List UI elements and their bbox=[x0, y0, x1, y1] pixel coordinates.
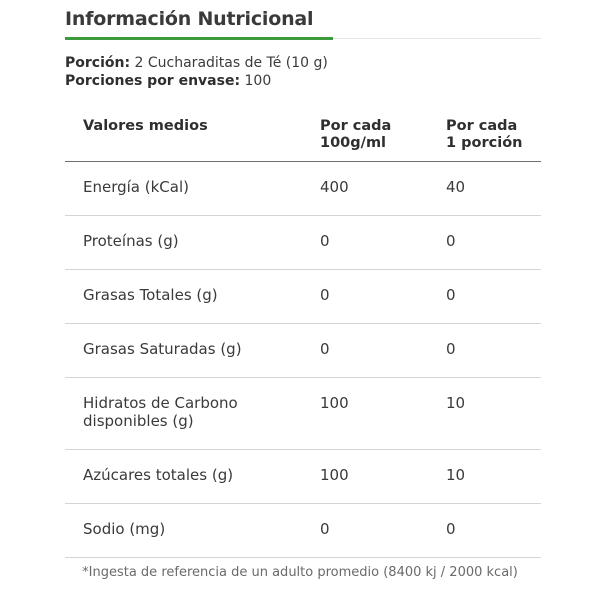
header-per-100-line1: Por cada bbox=[320, 118, 392, 134]
header-average-values-label: Valores medios bbox=[83, 118, 208, 134]
nutrient-per-serving: 10 bbox=[446, 449, 541, 504]
nutrient-per-100: 0 bbox=[320, 215, 446, 270]
nutrient-per-100: 0 bbox=[320, 503, 446, 558]
nutrition-table: Valores medios Por cada 100g/ml Por cada… bbox=[65, 106, 541, 558]
nutrient-name: Sodio (mg) bbox=[65, 503, 320, 558]
nutrient-per-100: 400 bbox=[320, 161, 446, 216]
nutrient-per-100: 100 bbox=[320, 449, 446, 504]
header-average-values: Valores medios bbox=[65, 106, 320, 162]
nutrient-name-line2: disponibles (g) bbox=[83, 412, 194, 430]
nutrient-per-serving: 0 bbox=[446, 323, 541, 378]
table-row: Hidratos de Carbono disponibles (g) 100 … bbox=[65, 377, 541, 450]
nutrient-per-serving: 40 bbox=[446, 161, 541, 216]
nutrient-per-serving: 0 bbox=[446, 215, 541, 270]
portion-label: Porción: bbox=[65, 55, 131, 71]
nutrient-per-100: 0 bbox=[320, 269, 446, 324]
nutrient-per-100: 0 bbox=[320, 323, 446, 378]
nutrient-per-serving: 0 bbox=[446, 503, 541, 558]
nutrition-card: Información Nutricional Porción: 2 Cucha… bbox=[65, 0, 541, 558]
table-row: Azúcares totales (g) 100 10 bbox=[65, 449, 541, 504]
table-row: Grasas Totales (g) 0 0 bbox=[65, 269, 541, 324]
nutrient-name: Energía (kCal) bbox=[65, 161, 320, 216]
nutrient-per-serving: 10 bbox=[446, 377, 541, 450]
table-header-row: Valores medios Por cada 100g/ml Por cada… bbox=[65, 106, 541, 162]
nutrient-name: Grasas Saturadas (g) bbox=[65, 323, 320, 378]
table-row: Sodio (mg) 0 0 bbox=[65, 503, 541, 558]
page-title: Información Nutricional bbox=[65, 8, 314, 30]
nutrient-per-serving: 0 bbox=[446, 269, 541, 324]
header-per-serving-line1: Por cada bbox=[446, 118, 518, 134]
table-row: Energía (kCal) 400 40 bbox=[65, 161, 541, 216]
nutrient-name: Grasas Totales (g) bbox=[65, 269, 320, 324]
nutrient-name-line1: Hidratos de Carbono bbox=[83, 394, 238, 412]
nutrient-per-100: 100 bbox=[320, 377, 446, 450]
servings-per-container-label: Porciones por envase: bbox=[65, 73, 241, 89]
title-accent-bar bbox=[65, 37, 333, 40]
nutrient-name: Hidratos de Carbono disponibles (g) bbox=[65, 377, 320, 450]
nutrient-name: Proteínas (g) bbox=[65, 215, 320, 270]
nutrient-name: Azúcares totales (g) bbox=[65, 449, 320, 504]
table-row: Proteínas (g) 0 0 bbox=[65, 215, 541, 270]
title-underline bbox=[65, 36, 541, 40]
servings-per-container-value: 100 bbox=[244, 73, 272, 89]
header-per-serving-line2: 1 porción bbox=[446, 135, 523, 151]
reference-intake-footnote: *Ingesta de referencia de un adulto prom… bbox=[82, 565, 518, 580]
header-per-100-line2: 100g/ml bbox=[320, 135, 387, 151]
portion-line: Porción: 2 Cucharaditas de Té (10 g) bbox=[65, 54, 541, 72]
portion-value: 2 Cucharaditas de Té (10 g) bbox=[134, 55, 328, 71]
header-per-serving: Por cada 1 porción bbox=[446, 106, 541, 162]
table-row: Grasas Saturadas (g) 0 0 bbox=[65, 323, 541, 378]
servings-per-container-line: Porciones por envase: 100 bbox=[65, 72, 541, 90]
serving-info: Porción: 2 Cucharaditas de Té (10 g) Por… bbox=[65, 54, 541, 90]
header-per-100: Por cada 100g/ml bbox=[320, 106, 446, 162]
